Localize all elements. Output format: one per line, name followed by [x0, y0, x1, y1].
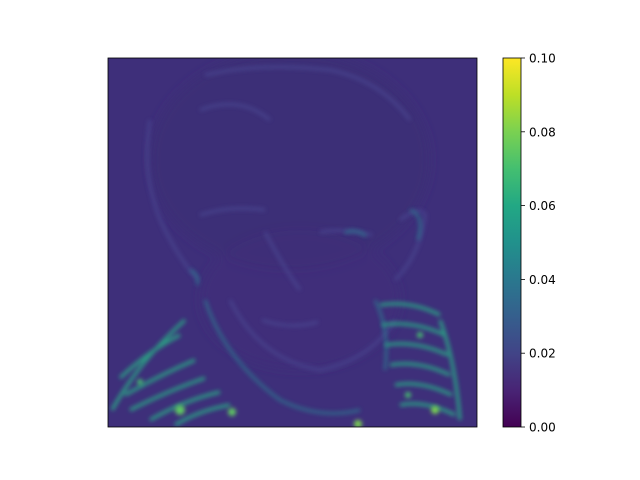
colorbar-tick-label: 0.10 [529, 52, 556, 66]
heatmap-collar-left [110, 318, 231, 427]
heatmap-image [108, 58, 477, 427]
colorbar-tick-label: 0.04 [529, 273, 556, 287]
heatmap-shading [150, 58, 430, 370]
colorbar-tick-label: 0.08 [529, 125, 556, 139]
colorbar-tick-label: 0.02 [529, 347, 556, 361]
colorbar-tick-label: 0.00 [529, 421, 556, 435]
colorbar-tick-label: 0.06 [529, 199, 556, 213]
heatmap-collar-right [379, 302, 462, 421]
colorbar-ticks: 0.00 0.02 0.04 0.06 0.08 0.10 [521, 52, 556, 435]
heatmap-edges-faint [145, 65, 427, 372]
colorbar-gradient [502, 57, 522, 428]
heatmap-axes-frame [107, 57, 478, 428]
heatmap-edges-medium [189, 208, 422, 415]
colorbar: 0.00 0.02 0.04 0.06 0.08 0.10 [502, 52, 556, 435]
heatmap-hotspots [137, 332, 439, 427]
